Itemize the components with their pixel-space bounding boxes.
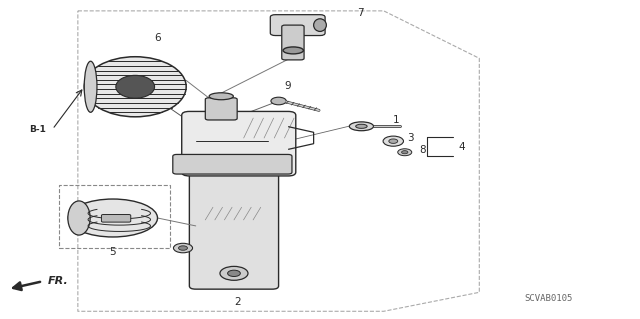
Text: 4: 4 (459, 143, 465, 152)
Circle shape (397, 149, 412, 156)
Text: 5: 5 (109, 248, 116, 257)
Text: 2: 2 (234, 297, 241, 307)
FancyBboxPatch shape (270, 15, 325, 35)
Text: 9: 9 (284, 81, 291, 91)
Ellipse shape (356, 124, 367, 128)
Circle shape (383, 136, 403, 146)
Ellipse shape (349, 122, 374, 131)
Text: 6: 6 (154, 33, 161, 43)
Ellipse shape (314, 19, 326, 32)
Ellipse shape (84, 57, 186, 117)
Circle shape (173, 243, 193, 253)
Text: 1: 1 (394, 115, 400, 125)
Text: FR.: FR. (47, 276, 68, 286)
Ellipse shape (68, 201, 90, 235)
Circle shape (401, 151, 408, 154)
Circle shape (220, 266, 248, 280)
FancyBboxPatch shape (173, 154, 292, 174)
Ellipse shape (84, 61, 97, 112)
Ellipse shape (209, 93, 234, 100)
Circle shape (389, 139, 397, 143)
FancyBboxPatch shape (205, 98, 237, 120)
Text: 7: 7 (357, 8, 364, 19)
FancyBboxPatch shape (282, 25, 304, 60)
Ellipse shape (283, 47, 303, 54)
Text: B-1: B-1 (29, 125, 46, 134)
Circle shape (228, 270, 241, 277)
Circle shape (271, 97, 286, 105)
FancyBboxPatch shape (189, 163, 278, 289)
FancyBboxPatch shape (182, 111, 296, 176)
FancyBboxPatch shape (101, 214, 131, 222)
Text: 8: 8 (419, 145, 426, 155)
Text: 3: 3 (407, 133, 414, 143)
Ellipse shape (116, 75, 155, 98)
Ellipse shape (68, 199, 157, 237)
Text: SCVAB0105: SCVAB0105 (524, 294, 572, 303)
Circle shape (179, 246, 188, 250)
